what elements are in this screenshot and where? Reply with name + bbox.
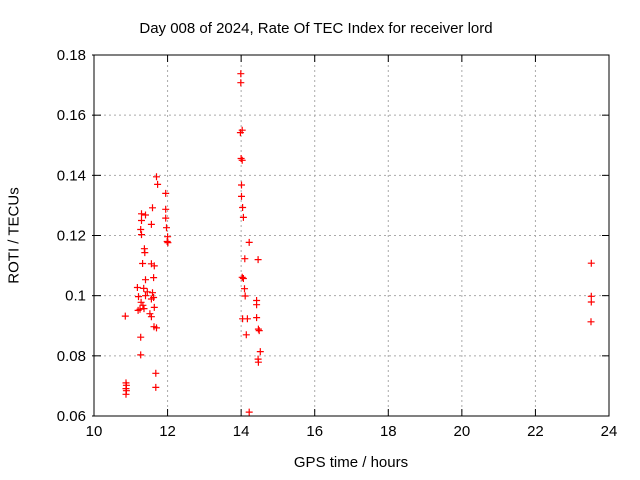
x-tick-label: 20 xyxy=(454,423,471,440)
plot-border xyxy=(93,54,610,417)
data-points-ROTI xyxy=(121,70,595,416)
y-axis-label: ROTI / TECUs xyxy=(5,187,23,284)
y-tick-label: 0.08 xyxy=(57,348,86,365)
x-tick-label: 22 xyxy=(527,423,544,440)
x-axis-label: GPS time / hours xyxy=(293,454,409,471)
x-tick-label: 12 xyxy=(159,423,176,440)
chart-title: Day 008 of 2024, Rate Of TEC Index for r… xyxy=(139,20,493,37)
x-tick-label: 14 xyxy=(233,423,250,440)
y-tick-label: 0.14 xyxy=(57,167,86,184)
x-tick-label: 10 xyxy=(86,423,103,440)
y-tick-label: 0.1 xyxy=(65,288,86,305)
x-tick-label: 16 xyxy=(306,423,323,440)
y-tick-label: 0.16 xyxy=(57,107,86,124)
y-tick-label: 0.18 xyxy=(57,47,86,64)
x-tick-label: 18 xyxy=(380,423,397,440)
y-tick-label: 0.06 xyxy=(57,408,86,425)
x-tick-label: 24 xyxy=(601,423,618,440)
y-tick-label: 0.12 xyxy=(57,228,86,245)
